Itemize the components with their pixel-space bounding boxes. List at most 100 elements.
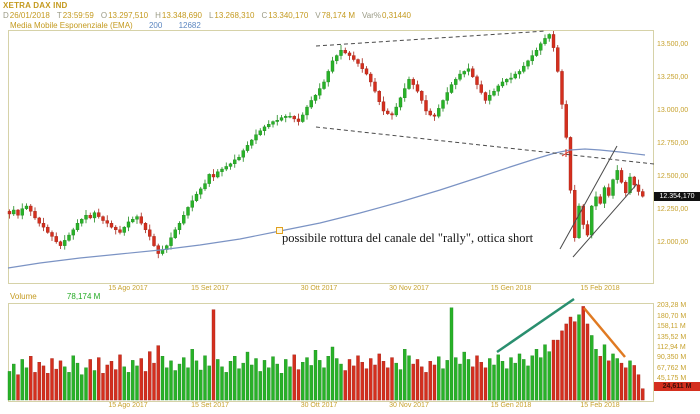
quote-field-value-var: 0,31440 [381, 11, 411, 20]
candle-body [577, 205, 581, 238]
volume-bar [424, 372, 428, 401]
volume-bar [92, 370, 97, 401]
volume-bar [135, 365, 139, 401]
candle-body [194, 193, 199, 201]
volume-bar [262, 360, 267, 401]
candle-body [624, 182, 628, 194]
price-axis-label: 13.250,00 [657, 74, 689, 81]
volume-bar [220, 366, 224, 401]
date-label: 15 Set 2017 [191, 402, 229, 409]
volume-bar [602, 344, 607, 401]
volume-bar [619, 362, 624, 401]
volume-bar [590, 335, 594, 401]
volume-bar [233, 356, 237, 401]
volume-bar [581, 306, 585, 401]
volume-bar [458, 363, 462, 401]
volume-bar [543, 344, 547, 401]
volume-bar [381, 361, 386, 401]
chart-annotation-text[interactable]: possibile rottura del canale del "rally"… [282, 231, 534, 245]
candle-body [88, 215, 92, 219]
candle-body [29, 205, 33, 212]
volume-axis-label: 203,28 M [657, 302, 687, 310]
volume-bar [190, 349, 194, 401]
volume-bar [139, 358, 143, 401]
volume-axis-label: 45,175 M [657, 375, 687, 383]
volume-bar [241, 362, 245, 401]
volume-bar [318, 360, 322, 401]
quote-field-value-d: 26/01/2018 [9, 11, 50, 20]
volume-bar [250, 364, 254, 401]
candle-body [530, 55, 534, 62]
candle-body [432, 114, 437, 117]
candle-body [424, 100, 428, 112]
volume-bar [564, 323, 568, 401]
candle-body [466, 68, 471, 72]
candle-body [322, 81, 326, 89]
candle-body [313, 94, 318, 101]
volume-bar [594, 349, 598, 401]
volume-bar [237, 368, 241, 401]
candle-body [641, 191, 645, 197]
candle-body [84, 215, 88, 220]
candle-body [114, 226, 118, 231]
volume-bar [313, 350, 318, 401]
candle-body [143, 222, 148, 230]
volume-bar [186, 367, 190, 401]
volume-bar [105, 364, 109, 401]
candle-body [360, 63, 364, 69]
candle-body [573, 189, 577, 238]
volume-bar [160, 356, 165, 401]
candle-body [58, 241, 63, 246]
candle-body [109, 222, 114, 228]
volume-bar [445, 360, 449, 401]
volume-bar [369, 358, 373, 401]
volume-bar [352, 365, 356, 401]
volume-bar [343, 370, 347, 401]
volume-bar [173, 370, 177, 401]
candle-body [454, 79, 458, 85]
candle-body [411, 79, 415, 85]
volume-bar [114, 369, 118, 401]
ohlc-quote-row: D26/01/2018 T23:59:59 O13.297,510 H13.348,6… [3, 11, 418, 20]
volume-bar [182, 357, 186, 401]
candle-body [352, 55, 356, 60]
candle-body [517, 71, 522, 75]
volume-bar [16, 374, 20, 401]
candle-body [330, 60, 335, 72]
volume-bar [551, 339, 556, 401]
candle-body [41, 222, 46, 228]
volume-bar [131, 360, 135, 401]
volume-axis-label: 135,52 M [657, 333, 687, 341]
candle-body [398, 97, 403, 108]
volume-bar [84, 367, 88, 401]
candle-body [37, 217, 41, 224]
volume-bar [216, 359, 220, 401]
price-chart-panel[interactable] [8, 30, 654, 284]
volume-bar [509, 357, 513, 401]
volume-bar [483, 367, 488, 401]
candle-body [607, 187, 611, 196]
candle-body [262, 126, 267, 131]
candle-body [458, 73, 462, 80]
candle-body [118, 229, 122, 233]
candle-body [228, 163, 233, 167]
annotation-anchor-handle[interactable] [276, 227, 283, 234]
wedge-upper-trendline [315, 30, 547, 47]
candle-body [415, 84, 420, 92]
volume-bar [466, 359, 471, 401]
volume-bar [411, 363, 415, 401]
candle-body [203, 183, 207, 190]
candle-body [16, 209, 20, 216]
volume-bar [71, 355, 75, 401]
candle-body [492, 90, 496, 96]
volume-bar [628, 360, 632, 401]
candle-body [356, 59, 360, 64]
candle-body [54, 236, 58, 242]
volume-bar [437, 356, 441, 401]
ema-200-line [7, 148, 646, 269]
volume-bar [254, 358, 258, 401]
candle-body [122, 226, 126, 233]
volume-bar [258, 371, 262, 401]
candle-body [12, 209, 16, 215]
